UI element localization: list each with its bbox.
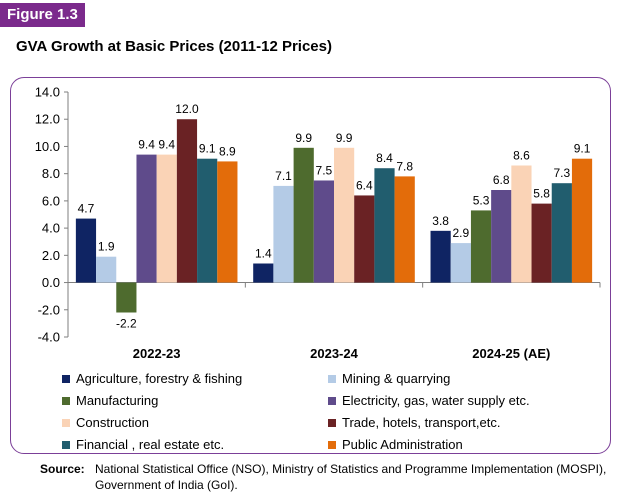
legend-item: Mining & quarrying bbox=[328, 371, 450, 386]
legend-label: Trade, hotels, transport,etc. bbox=[342, 415, 501, 430]
data-label: 7.8 bbox=[396, 159, 413, 173]
y-tick-label: -2.0 bbox=[38, 302, 60, 317]
x-category-label: 2024-25 (AE) bbox=[472, 346, 550, 361]
chart-title: GVA Growth at Basic Prices (2011-12 Pric… bbox=[16, 38, 332, 55]
legend-swatch bbox=[328, 396, 336, 405]
legend-item: Trade, hotels, transport,etc. bbox=[328, 415, 500, 430]
legend-swatch bbox=[62, 374, 70, 383]
data-label: 9.9 bbox=[295, 131, 312, 145]
bar bbox=[156, 154, 177, 283]
data-label: 8.4 bbox=[376, 151, 393, 165]
y-tick-label: 2.0 bbox=[42, 248, 60, 263]
legend-swatch bbox=[62, 440, 70, 449]
bar bbox=[273, 185, 294, 283]
data-label: 8.6 bbox=[513, 149, 530, 163]
legend-label: Financial , real estate etc. bbox=[76, 437, 225, 452]
data-label: 9.4 bbox=[158, 138, 175, 152]
legend-label: Agriculture, forestry & fishing bbox=[76, 371, 243, 386]
data-label: 2.9 bbox=[452, 226, 469, 240]
bar bbox=[293, 147, 314, 283]
data-label: 9.9 bbox=[336, 131, 353, 145]
bar bbox=[75, 218, 97, 283]
legend-label: Mining & quarrying bbox=[342, 371, 451, 386]
bar bbox=[394, 176, 415, 283]
bar bbox=[176, 119, 198, 283]
bar bbox=[531, 203, 552, 283]
data-label: 3.8 bbox=[432, 214, 449, 228]
data-label: 7.5 bbox=[316, 163, 333, 177]
bar bbox=[334, 147, 355, 283]
bar bbox=[217, 161, 238, 283]
legend-item: Electricity, gas, water supply etc. bbox=[328, 393, 530, 408]
bar bbox=[491, 190, 512, 283]
data-label: 12.0 bbox=[175, 102, 199, 116]
y-tick-label: 6.0 bbox=[42, 193, 60, 208]
bar bbox=[450, 243, 471, 283]
data-label: -2.2 bbox=[116, 317, 137, 331]
bar bbox=[354, 195, 375, 283]
data-label: 1.9 bbox=[98, 240, 115, 254]
bar bbox=[313, 180, 334, 283]
legend-label: Public Administration bbox=[342, 437, 463, 452]
legend-swatch bbox=[328, 440, 336, 449]
data-label: 5.8 bbox=[533, 187, 550, 201]
legend-label: Manufacturing bbox=[76, 393, 159, 408]
y-tick-label: 0.0 bbox=[42, 275, 60, 290]
bar bbox=[470, 210, 492, 283]
bar bbox=[551, 183, 572, 283]
y-tick-label: 14.0 bbox=[35, 85, 60, 100]
data-label: 7.3 bbox=[553, 166, 570, 180]
data-label: 9.1 bbox=[574, 142, 591, 156]
data-label: 6.8 bbox=[493, 173, 510, 187]
bar bbox=[116, 282, 137, 313]
legend-item: Financial , real estate etc. bbox=[62, 437, 224, 452]
y-tick-label: 10.0 bbox=[35, 139, 60, 154]
legend-swatch bbox=[62, 396, 70, 405]
legend-label: Construction bbox=[76, 415, 149, 430]
source-label: Source: bbox=[40, 462, 85, 476]
y-tick-label: 8.0 bbox=[42, 166, 60, 181]
x-category-label: 2022-23 bbox=[133, 346, 181, 361]
data-label: 6.4 bbox=[356, 178, 373, 192]
y-tick-label: 12.0 bbox=[35, 112, 60, 127]
data-label: 9.4 bbox=[138, 138, 155, 152]
data-label: 7.1 bbox=[275, 169, 292, 183]
legend-item: Agriculture, forestry & fishing bbox=[62, 371, 242, 386]
bar bbox=[136, 154, 157, 283]
bar bbox=[374, 168, 395, 283]
data-label: 5.3 bbox=[473, 193, 490, 207]
data-label: 8.9 bbox=[219, 144, 236, 158]
chart-frame bbox=[10, 77, 611, 454]
y-tick-label: 4.0 bbox=[42, 221, 60, 236]
legend-item: Construction bbox=[62, 415, 149, 430]
bar bbox=[571, 158, 593, 283]
bar bbox=[96, 256, 117, 283]
data-label: 1.4 bbox=[255, 247, 272, 261]
bar bbox=[253, 263, 274, 283]
legend-item: Manufacturing bbox=[62, 393, 158, 408]
legend-swatch bbox=[328, 418, 336, 427]
data-label: 9.1 bbox=[199, 142, 216, 156]
legend-item: Public Administration bbox=[328, 437, 463, 452]
bar bbox=[430, 230, 451, 283]
source-text: National Statistical Office (NSO), Minis… bbox=[95, 462, 607, 492]
legend-swatch bbox=[62, 418, 70, 427]
x-category-label: 2023-24 bbox=[310, 346, 358, 361]
bar bbox=[197, 158, 218, 283]
y-tick-label: -4.0 bbox=[38, 330, 60, 345]
figure-label: Figure 1.3 bbox=[0, 3, 85, 27]
legend-label: Electricity, gas, water supply etc. bbox=[342, 393, 530, 408]
bar bbox=[511, 165, 532, 283]
legend-swatch bbox=[328, 374, 336, 383]
data-label: 4.7 bbox=[78, 202, 95, 216]
